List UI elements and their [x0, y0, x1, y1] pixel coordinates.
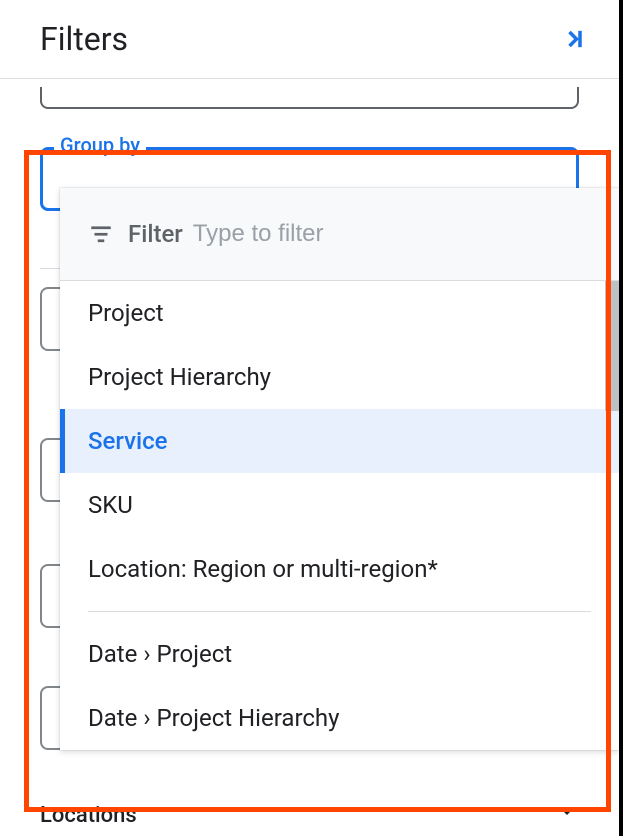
- dropdown-option[interactable]: Location: Region or multi-region*: [60, 537, 619, 601]
- filter-input[interactable]: [193, 220, 591, 248]
- filter-label: Filter: [128, 220, 183, 248]
- filter-list-icon: [88, 221, 114, 247]
- group-by-label: Group by: [54, 133, 146, 157]
- previous-field-bottom: [40, 87, 579, 109]
- dropdown-option[interactable]: Service: [60, 409, 619, 473]
- dropdown-option[interactable]: Project Hierarchy: [60, 345, 619, 409]
- panel-title: Filters: [40, 20, 128, 58]
- scrollbar-thumb[interactable]: [605, 281, 619, 411]
- filters-panel: Filters Group by Locations: [0, 0, 623, 836]
- dropdown-option[interactable]: Date › Project Hierarchy: [60, 686, 619, 750]
- locations-section-header[interactable]: Locations: [40, 800, 579, 830]
- locations-label: Locations: [40, 803, 137, 828]
- collapse-panel-icon[interactable]: [559, 25, 587, 53]
- dropdown-filter-row: Filter: [60, 188, 619, 281]
- panel-header: Filters: [0, 0, 619, 79]
- dropdown-option[interactable]: SKU: [60, 473, 619, 537]
- dropdown-option[interactable]: Date › Project: [60, 622, 619, 686]
- dropdown-option[interactable]: Project: [60, 281, 619, 345]
- options-list: ProjectProject HierarchyServiceSKULocati…: [60, 281, 619, 750]
- option-divider: [88, 611, 591, 612]
- group-by-dropdown: Filter ProjectProject HierarchyServiceSK…: [60, 188, 619, 750]
- chevron-down-icon: [555, 800, 579, 830]
